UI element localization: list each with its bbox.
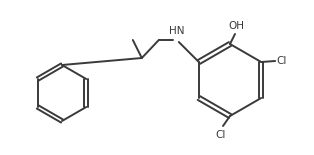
- Text: Cl: Cl: [216, 130, 226, 140]
- Text: Cl: Cl: [276, 56, 287, 66]
- Text: OH: OH: [228, 21, 244, 31]
- Text: HN: HN: [169, 26, 185, 36]
